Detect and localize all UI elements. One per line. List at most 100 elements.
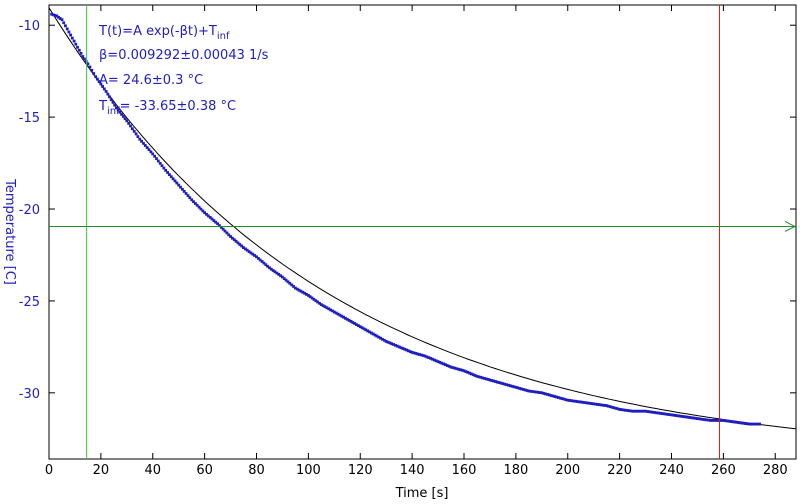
x-tick-label: 20	[93, 463, 110, 478]
data-point	[666, 413, 670, 416]
data-point	[329, 308, 332, 312]
data-point	[106, 92, 110, 96]
data-point	[327, 307, 331, 311]
data-point	[227, 233, 231, 237]
data-point	[716, 419, 720, 422]
data-point	[547, 393, 551, 397]
data-point	[445, 364, 449, 367]
data-point	[271, 269, 275, 272]
data-point	[494, 380, 497, 383]
data-point	[738, 421, 742, 425]
data-point	[116, 108, 120, 112]
data-point	[358, 325, 362, 329]
data-point	[76, 45, 79, 49]
data-point	[190, 198, 194, 202]
data-point	[449, 365, 453, 369]
data-point	[86, 62, 90, 66]
data-point	[219, 226, 223, 229]
data-point	[481, 376, 484, 380]
data-point	[433, 358, 436, 362]
data-point	[727, 419, 731, 423]
data-point	[562, 397, 566, 401]
data-point	[79, 52, 83, 55]
data-point	[349, 320, 353, 323]
data-point	[544, 392, 547, 396]
data-point	[638, 409, 642, 413]
data-point	[258, 258, 262, 262]
data-point	[475, 374, 479, 378]
data-point	[471, 373, 475, 377]
x-tick-label: 120	[348, 463, 373, 478]
data-point	[381, 337, 384, 341]
data-point	[138, 137, 142, 141]
data-point	[618, 408, 621, 411]
data-point	[166, 171, 169, 174]
data-point	[640, 409, 644, 413]
data-point	[368, 330, 371, 334]
data-point	[703, 418, 707, 421]
data-point	[564, 398, 568, 402]
data-point	[104, 90, 108, 93]
data-point	[199, 207, 203, 211]
data-point	[373, 333, 377, 337]
data-point	[744, 422, 747, 425]
data-point	[592, 402, 596, 406]
data-point	[605, 404, 609, 408]
data-point	[599, 403, 603, 407]
data-point	[375, 334, 379, 338]
data-point	[96, 77, 99, 81]
data-point	[525, 389, 529, 392]
data-point	[425, 355, 429, 359]
data-point	[201, 209, 205, 213]
data-point	[646, 410, 649, 413]
data-point	[508, 384, 512, 388]
data-point	[664, 412, 668, 416]
data-point	[395, 344, 399, 348]
data-point	[345, 317, 349, 321]
data-point	[644, 409, 647, 413]
data-point	[542, 392, 546, 395]
data-point	[697, 417, 701, 421]
data-point	[627, 409, 631, 413]
data-point	[529, 389, 533, 393]
data-point	[292, 285, 295, 288]
data-point	[451, 366, 455, 369]
x-tick-label: 100	[296, 463, 321, 478]
data-point	[653, 411, 657, 414]
data-point	[534, 390, 538, 394]
data-point	[120, 113, 123, 116]
y-axis-title: Temperature [C]	[2, 178, 17, 285]
data-point	[709, 419, 712, 422]
data-point	[460, 368, 464, 372]
x-tick-label: 220	[607, 463, 632, 478]
data-point	[197, 205, 201, 209]
data-point	[92, 72, 96, 75]
data-point	[281, 275, 284, 279]
data-point	[734, 420, 738, 424]
data-point	[403, 347, 407, 351]
data-point	[616, 407, 620, 411]
data-point	[416, 352, 420, 356]
data-point	[151, 152, 155, 156]
data-point	[584, 401, 588, 405]
data-point	[143, 144, 147, 147]
data-point	[670, 413, 673, 417]
data-point	[514, 385, 518, 389]
data-point	[473, 374, 477, 377]
data-point	[357, 324, 360, 327]
data-point	[225, 231, 229, 235]
data-point	[370, 331, 373, 335]
data-point	[182, 190, 186, 193]
data-point	[125, 119, 129, 123]
data-point	[660, 412, 664, 415]
data-point	[444, 363, 447, 367]
data-point	[314, 299, 318, 303]
data-point	[679, 414, 683, 418]
data-point	[242, 246, 245, 249]
data-point	[164, 169, 168, 172]
data-point	[610, 405, 614, 409]
data-point	[206, 214, 210, 218]
data-point	[179, 185, 182, 189]
data-point	[142, 142, 145, 145]
data-point	[318, 301, 321, 305]
